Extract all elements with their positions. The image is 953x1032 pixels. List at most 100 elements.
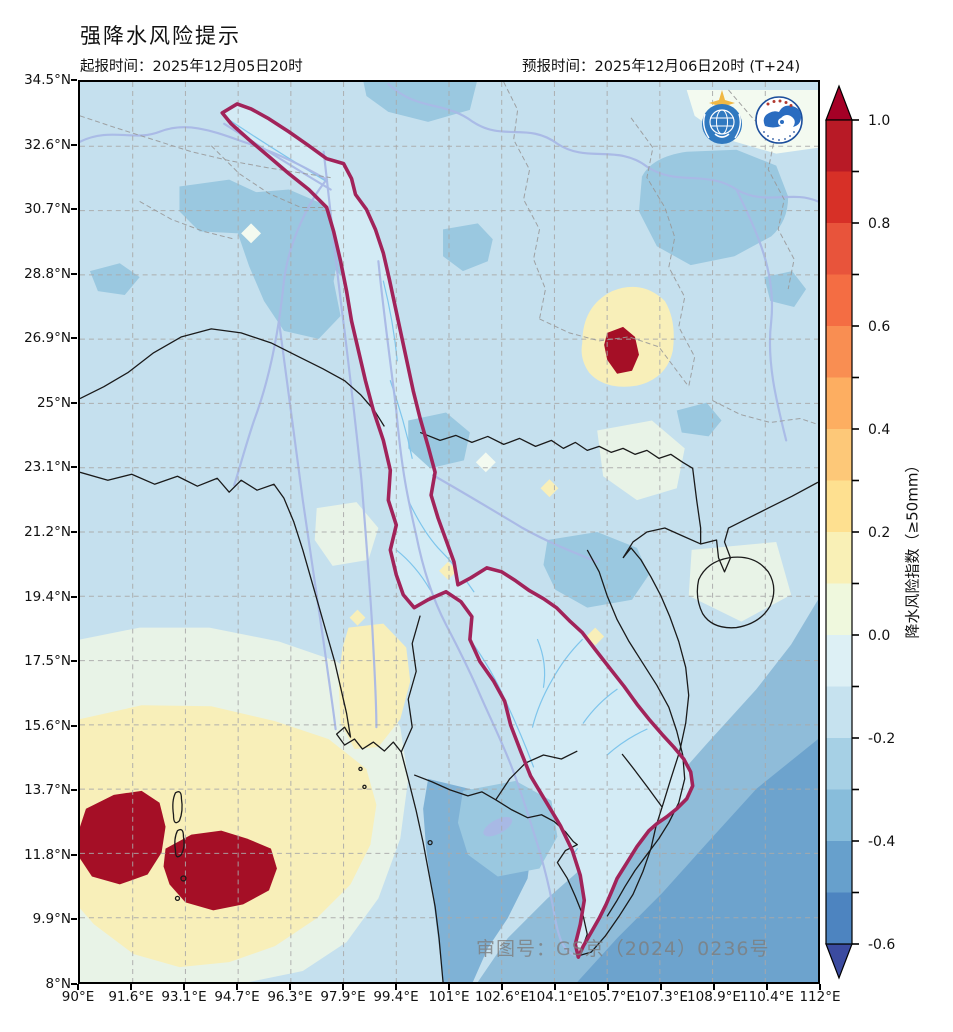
y-tick-label: 25°N [36,394,71,411]
x-tick-label: 105.7°E [581,989,635,1005]
y-tick-label: 8°N [45,976,71,992]
colorbar-segment [826,171,852,224]
y-tick-mark [71,983,77,985]
colorbar-segment [826,377,852,430]
agency-logos [695,88,807,148]
x-tick-mark [819,984,821,990]
colorbar-tick-label: 0.6 [868,319,890,335]
forecast-time-label: 预报时间：2025年12月06日20时 (T+24) [522,59,801,75]
y-tick-label: 34.5°N [24,72,71,88]
x-tick-mark [77,984,79,990]
x-tick-mark [183,984,185,990]
x-tick-mark [342,984,344,990]
x-tick-label: 104.1°E [528,989,582,1005]
map-canvas [80,82,818,982]
y-tick-mark [71,143,77,146]
x-tick-mark [130,984,132,990]
x-tick-label: 97.9°E [320,989,366,1005]
colorbar-segment [826,223,852,276]
y-tick-mark [71,660,77,663]
y-tick-mark [71,789,77,792]
y-tick-mark [71,79,77,81]
y-tick-label: 21.2°N [24,524,71,540]
cma-emblem [755,96,803,144]
x-tick-label: 112°E [799,989,841,1005]
page-title: 强降水风险提示 [80,24,241,48]
colorbar-segment [826,686,852,739]
colorbar-tick-label: 0.2 [868,525,890,541]
x-tick-mark [236,984,238,990]
map-plot-area: 审图号：GS京（2024）0236号 [78,80,820,984]
colorbar-arrow-top [825,84,853,121]
y-tick-label: 28.8°N [24,265,71,282]
x-tick-label: 90°E [61,989,95,1005]
y-tick-label: 23.1°N [24,459,71,476]
y-tick-label: 17.5°N [24,653,71,670]
colorbar-tick-label: 0.8 [868,216,890,232]
y-tick-label: 15.6°N [24,717,71,734]
x-tick-mark [607,984,609,990]
colorbar-label: 降水风险指数（≥50mm） [903,457,922,639]
x-tick-mark [289,984,291,990]
x-tick-label: 102.6°E [475,989,529,1005]
y-tick-label: 13.7°N [24,782,71,799]
colorbar-segment [826,429,852,482]
y-tick-label: 26.9°N [24,330,71,347]
x-tick-label: 110.4°E [740,989,794,1005]
x-tick-mark [660,984,662,990]
colorbar-segment [826,789,852,842]
y-tick-mark [71,272,77,275]
colorbar-tick-label: 0.4 [868,422,890,438]
major-rivers [80,82,818,957]
x-tick-label: 99.4°E [373,989,419,1005]
colorbar-segment [826,892,852,945]
y-tick-mark [71,595,77,598]
x-tick-label: 107.3°E [634,989,688,1005]
y-tick-mark [71,853,77,856]
x-tick-label: 108.9°E [687,989,741,1005]
colorbar-segment [826,480,852,533]
x-tick-label: 91.6°E [108,989,154,1005]
x-tick-mark [766,984,768,990]
graticule [80,82,818,982]
y-tick-label: 9.9°N [32,911,71,928]
y-tick-mark [71,208,77,211]
init-time-label: 起报时间：2025年12月05日20时 [80,59,303,75]
wmo-emblem [702,90,742,144]
colorbar-segment [826,120,852,173]
y-tick-label: 32.6°N [24,136,71,153]
map-approval-watermark: 审图号：GS京（2024）0236号 [476,938,770,960]
colorbar-tick-label: -0.4 [868,834,895,850]
colorbar-segment [826,841,852,894]
colorbar-segment [826,583,852,636]
y-tick-mark [71,466,77,469]
colorbar-tick-label: 1.0 [868,113,890,129]
x-tick-mark [395,984,397,990]
y-tick-mark [71,401,77,404]
x-tick-label: 93.1°E [161,989,207,1005]
y-tick-mark [71,724,77,727]
colorbar-tick-label: -0.2 [868,731,895,747]
y-tick-mark [71,337,77,340]
colorbar-segment [826,635,852,688]
y-tick-mark [71,918,77,921]
colorbar-arrow-bottom [825,943,853,980]
colorbar-segment [826,532,852,585]
colorbar-segment [826,274,852,327]
y-tick-label: 30.7°N [24,201,71,218]
y-tick-mark [71,531,77,533]
colorbar-tick-label: 0.0 [868,628,890,644]
x-tick-mark [554,984,556,990]
colorbar-segment [826,738,852,791]
x-tick-mark [501,984,503,990]
x-tick-mark [713,984,715,990]
x-tick-label: 101°E [428,989,470,1005]
high-risk-zones [80,326,639,911]
colorbar-segment [826,326,852,379]
x-tick-label: 96.3°E [267,989,313,1005]
y-tick-label: 19.4°N [24,588,71,605]
colorbar: 1.0 0.8 0.6 0.4 0.2 0.0 -0.2 -0.4 -0.6 [825,84,895,980]
x-tick-label: 94.7°E [214,989,260,1005]
y-tick-label: 11.8°N [24,846,71,863]
